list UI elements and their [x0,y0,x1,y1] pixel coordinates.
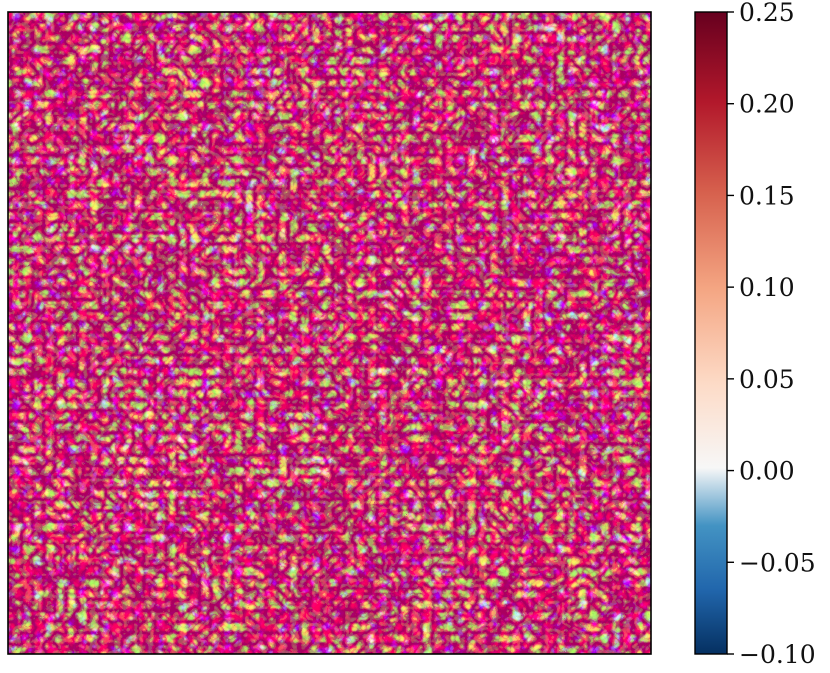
colorbar-tick-label: 0.25 [739,0,795,27]
colorbar-tick-label: 0.10 [739,273,795,302]
heatmap-plot-area [8,12,651,654]
plot-frame [7,11,652,655]
colorbar-tick-label: 0.05 [739,365,795,394]
colorbar-tick-label: 0.20 [739,90,795,119]
colorbar-ticks: −0.10 −0.05 0.00 0.05 0.10 0.15 0.20 0.25 [727,0,816,669]
colorbar-tick-label: 0.00 [739,457,795,486]
colorbar-tick-label: −0.10 [739,640,816,669]
colorbar: −0.10 −0.05 0.00 0.05 0.10 0.15 0.20 0.25 [694,0,816,669]
heatmap-field [8,12,651,654]
colorbar-gradient [694,11,728,655]
colorbar-tick-label: 0.15 [739,181,795,210]
colorbar-tick-label: −0.05 [739,548,816,577]
